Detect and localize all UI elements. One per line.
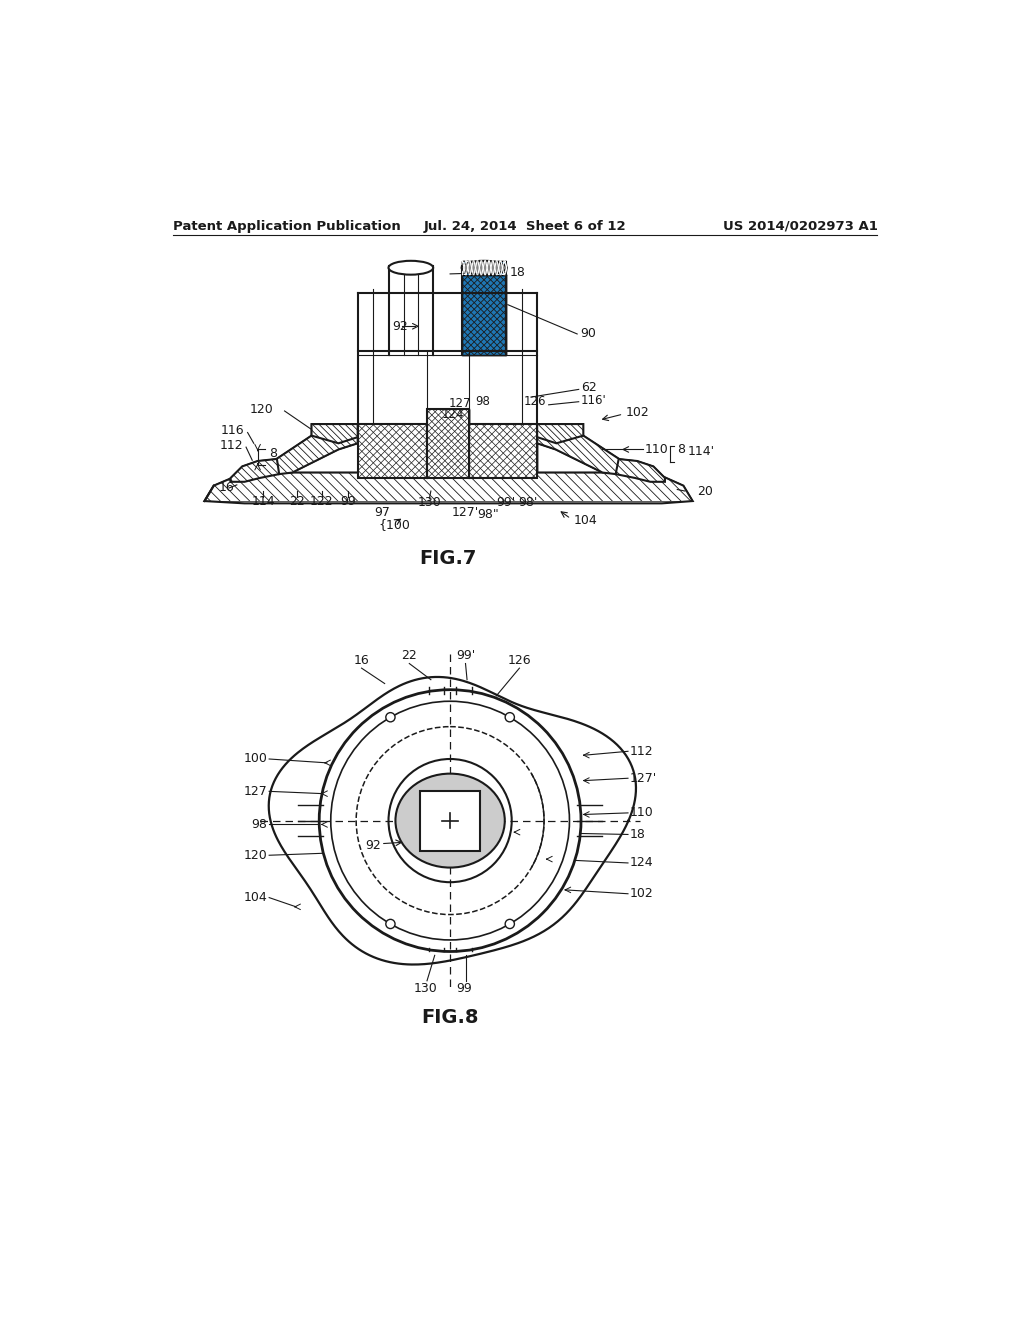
Circle shape <box>505 713 514 722</box>
PathPatch shape <box>462 267 506 355</box>
Text: 18: 18 <box>630 828 645 841</box>
Text: 124: 124 <box>441 408 464 421</box>
Text: 22: 22 <box>289 495 305 508</box>
Text: 114': 114' <box>688 445 715 458</box>
Text: 110: 110 <box>630 807 653 820</box>
PathPatch shape <box>538 426 618 474</box>
Polygon shape <box>311 424 357 444</box>
Text: 127: 127 <box>244 785 267 797</box>
Text: 18: 18 <box>509 265 525 279</box>
Text: 116: 116 <box>221 425 245 437</box>
Text: 100: 100 <box>244 752 267 766</box>
Ellipse shape <box>395 774 505 867</box>
Text: 99': 99' <box>497 496 516 510</box>
PathPatch shape <box>615 459 665 482</box>
PathPatch shape <box>427 409 469 478</box>
Text: 16: 16 <box>353 653 370 667</box>
Text: 92: 92 <box>366 838 381 851</box>
Polygon shape <box>615 459 665 482</box>
Polygon shape <box>538 426 618 474</box>
Text: 92: 92 <box>392 319 409 333</box>
Circle shape <box>386 919 395 928</box>
Text: 8: 8 <box>269 446 278 459</box>
Polygon shape <box>469 424 538 478</box>
PathPatch shape <box>230 459 280 482</box>
PathPatch shape <box>311 424 357 444</box>
Text: 90: 90 <box>581 327 596 341</box>
Text: 104: 104 <box>573 513 597 527</box>
Text: 62: 62 <box>581 381 597 395</box>
Text: 98: 98 <box>252 818 267 832</box>
Circle shape <box>319 689 581 952</box>
PathPatch shape <box>462 261 506 275</box>
PathPatch shape <box>462 261 506 275</box>
Text: 98': 98' <box>518 496 538 510</box>
Text: 104: 104 <box>244 891 267 904</box>
Text: 99: 99 <box>456 982 472 995</box>
PathPatch shape <box>462 267 506 355</box>
Text: 122: 122 <box>309 495 334 508</box>
PathPatch shape <box>357 424 427 478</box>
Circle shape <box>386 713 395 722</box>
Text: 98: 98 <box>475 395 490 408</box>
Text: 110: 110 <box>645 444 669 455</box>
Bar <box>420 791 480 850</box>
Text: 102: 102 <box>626 407 649 418</box>
Text: 127: 127 <box>449 397 471 409</box>
PathPatch shape <box>469 424 538 478</box>
Text: 120: 120 <box>244 849 267 862</box>
Polygon shape <box>230 459 280 482</box>
Ellipse shape <box>388 261 433 275</box>
Text: 99': 99' <box>456 649 475 663</box>
Text: 126: 126 <box>508 653 531 667</box>
Text: 20: 20 <box>697 484 713 498</box>
Text: 130: 130 <box>418 496 441 510</box>
Text: 97: 97 <box>374 506 390 519</box>
PathPatch shape <box>395 774 505 867</box>
Text: 124: 124 <box>630 857 653 870</box>
Text: 16: 16 <box>218 482 234 495</box>
Text: US 2014/0202973 A1: US 2014/0202973 A1 <box>723 219 878 232</box>
PathPatch shape <box>469 424 538 478</box>
PathPatch shape <box>276 426 357 474</box>
PathPatch shape <box>357 424 427 478</box>
Text: {100: {100 <box>379 519 411 532</box>
PathPatch shape <box>538 424 584 444</box>
Text: 112: 112 <box>630 744 653 758</box>
Text: 102: 102 <box>630 887 653 900</box>
Text: FIG.7: FIG.7 <box>419 549 476 569</box>
Polygon shape <box>276 426 357 474</box>
Text: 120: 120 <box>249 403 273 416</box>
Text: 22: 22 <box>401 649 417 663</box>
PathPatch shape <box>205 473 692 502</box>
Text: 127': 127' <box>630 772 656 785</box>
Text: 130: 130 <box>414 982 437 995</box>
Text: 126: 126 <box>523 395 546 408</box>
Text: 8: 8 <box>677 444 685 455</box>
Text: 116': 116' <box>581 393 607 407</box>
Circle shape <box>505 919 514 928</box>
Text: 98": 98" <box>478 508 500 520</box>
Polygon shape <box>205 473 692 503</box>
Text: Jul. 24, 2014  Sheet 6 of 12: Jul. 24, 2014 Sheet 6 of 12 <box>424 219 626 232</box>
PathPatch shape <box>427 409 469 478</box>
Text: 114: 114 <box>251 495 274 508</box>
Ellipse shape <box>462 261 506 275</box>
Text: Patent Application Publication: Patent Application Publication <box>173 219 400 232</box>
Text: FIG.8: FIG.8 <box>421 1008 479 1027</box>
Text: 99: 99 <box>340 495 355 508</box>
Text: 112: 112 <box>220 440 244 453</box>
Polygon shape <box>357 424 427 478</box>
Text: 127': 127' <box>452 506 479 519</box>
Polygon shape <box>538 424 584 444</box>
Polygon shape <box>427 409 469 478</box>
